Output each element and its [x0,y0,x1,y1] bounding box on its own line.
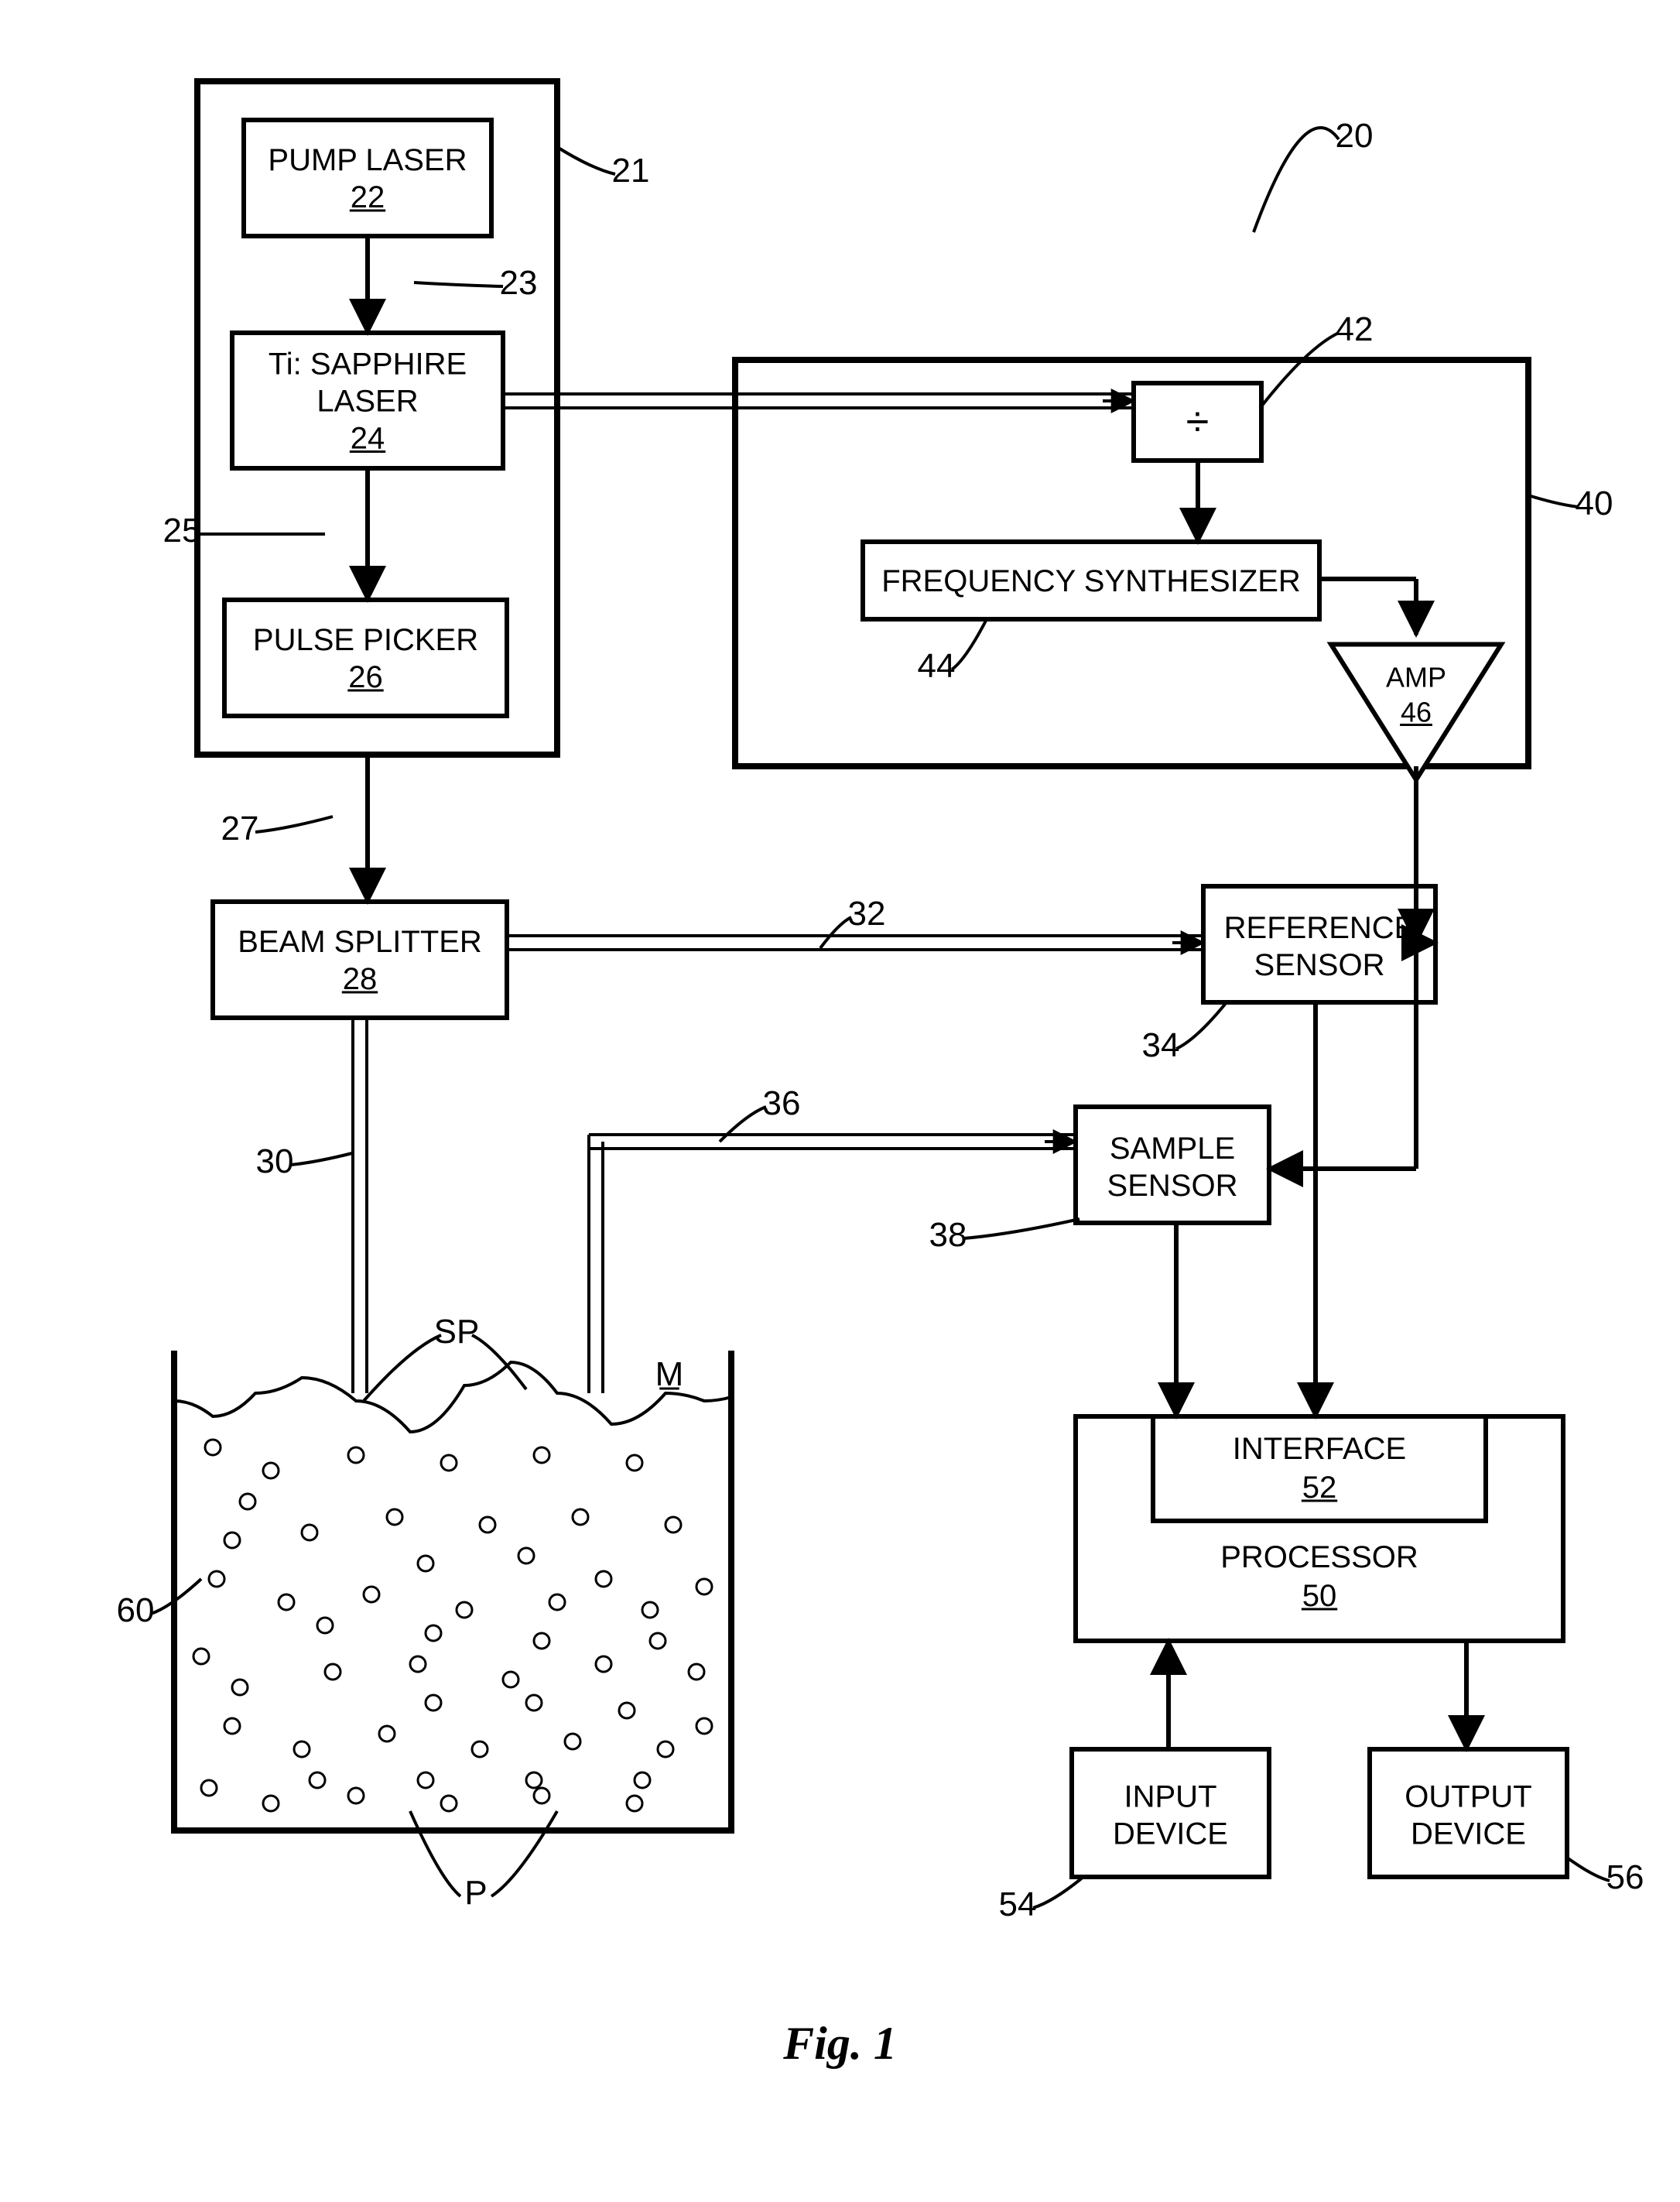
svg-text:SAMPLE: SAMPLE [1110,1132,1235,1166]
svg-text:BEAM SPLITTER: BEAM SPLITTER [238,925,482,959]
svg-text:60: 60 [117,1591,155,1629]
svg-text:PROCESSOR: PROCESSOR [1220,1540,1418,1574]
svg-text:Fig. 1: Fig. 1 [782,2018,897,2069]
svg-text:Ti: SAPPHIRE: Ti: SAPPHIRE [269,348,467,382]
svg-text:32: 32 [848,895,886,933]
svg-text:42: 42 [1336,310,1374,348]
svg-text:LASER: LASER [316,385,418,419]
svg-text:DEVICE: DEVICE [1411,1817,1526,1851]
svg-text:23: 23 [500,264,538,302]
svg-text:INPUT: INPUT [1124,1780,1217,1814]
svg-text:P: P [464,1874,487,1912]
svg-text:34: 34 [1142,1026,1180,1064]
svg-text:SP: SP [434,1313,480,1351]
svg-text:20: 20 [1336,117,1374,155]
svg-text:54: 54 [999,1885,1037,1923]
svg-text:30: 30 [256,1142,294,1180]
svg-text:÷: ÷ [1186,399,1210,445]
svg-text:36: 36 [763,1084,801,1122]
svg-text:25: 25 [163,512,201,550]
svg-text:21: 21 [612,152,650,190]
svg-text:44: 44 [918,647,956,685]
svg-text:AMP: AMP [1386,662,1446,693]
svg-text:40: 40 [1576,485,1613,522]
svg-text:56: 56 [1606,1858,1644,1896]
svg-text:PULSE PICKER: PULSE PICKER [253,623,478,657]
svg-text:22: 22 [351,180,385,214]
svg-text:SENSOR: SENSOR [1107,1169,1238,1203]
svg-text:50: 50 [1302,1579,1337,1613]
svg-text:INTERFACE: INTERFACE [1233,1432,1406,1466]
svg-text:FREQUENCY SYNTHESIZER: FREQUENCY SYNTHESIZER [881,564,1301,598]
svg-text:DEVICE: DEVICE [1113,1817,1228,1851]
svg-text:OUTPUT: OUTPUT [1405,1780,1531,1814]
svg-text:27: 27 [221,810,259,848]
svg-text:46: 46 [1401,697,1432,728]
svg-text:24: 24 [351,422,385,456]
svg-text:PUMP LASER: PUMP LASER [268,143,467,177]
svg-text:REFERENCE: REFERENCE [1224,911,1415,945]
svg-text:SENSOR: SENSOR [1254,948,1385,982]
svg-text:26: 26 [348,660,383,694]
svg-text:52: 52 [1302,1471,1337,1505]
svg-text:28: 28 [343,962,378,996]
svg-text:38: 38 [929,1216,967,1254]
